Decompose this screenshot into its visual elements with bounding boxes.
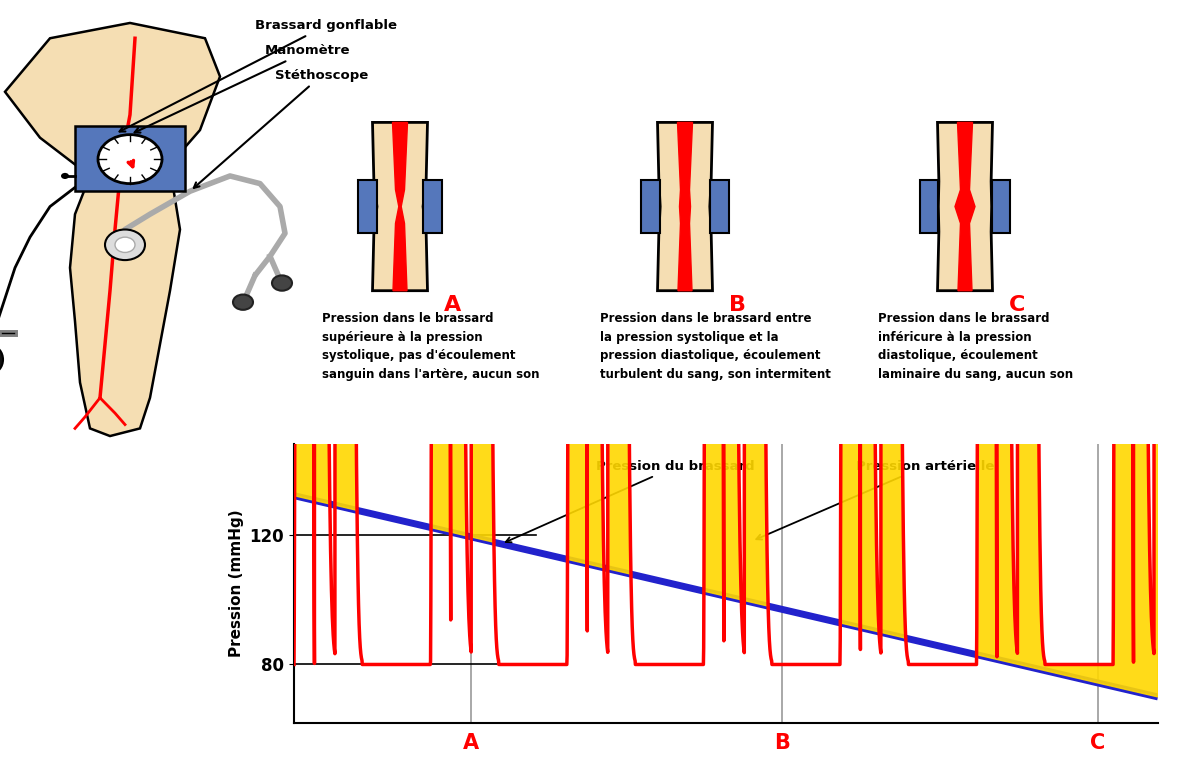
Text: A: A — [444, 295, 461, 314]
Circle shape — [106, 230, 145, 260]
Ellipse shape — [0, 346, 2, 373]
Text: Brassard gonflable: Brassard gonflable — [120, 19, 397, 132]
Circle shape — [98, 135, 162, 184]
Y-axis label: Pression (mmHg): Pression (mmHg) — [229, 509, 244, 657]
Bar — [358, 180, 377, 233]
Circle shape — [233, 295, 253, 310]
Polygon shape — [392, 122, 408, 291]
Text: B: B — [730, 295, 746, 314]
Bar — [74, 126, 185, 191]
Bar — [641, 180, 660, 233]
Bar — [424, 180, 442, 233]
Text: Pression artérielle: Pression artérielle — [756, 460, 994, 539]
Polygon shape — [937, 122, 992, 291]
Text: Stéthoscope: Stéthoscope — [194, 69, 368, 188]
Text: Pression dans le brassard
inféricure à la pression
diastolique, écoulement
lamin: Pression dans le brassard inféricure à l… — [878, 312, 1073, 381]
Polygon shape — [678, 122, 692, 291]
Text: C: C — [1009, 295, 1025, 314]
Bar — [710, 180, 728, 233]
Circle shape — [272, 275, 292, 291]
Bar — [991, 180, 1010, 233]
Circle shape — [61, 173, 70, 179]
Circle shape — [115, 237, 134, 252]
Polygon shape — [955, 122, 974, 291]
Text: A: A — [463, 733, 479, 753]
Text: Pression dans le brassard entre
la pression systolique et la
pression diastoliqu: Pression dans le brassard entre la press… — [600, 312, 830, 381]
Text: C: C — [1090, 733, 1105, 753]
Text: Manomètre: Manomètre — [134, 44, 350, 132]
Polygon shape — [658, 122, 713, 291]
Text: B: B — [774, 733, 790, 753]
Bar — [919, 180, 938, 233]
Text: Pression dans le brassard
supérieure à la pression
systolique, pas d'écoulement
: Pression dans le brassard supérieure à l… — [322, 312, 540, 381]
Polygon shape — [372, 122, 427, 291]
Polygon shape — [5, 23, 220, 176]
Polygon shape — [70, 168, 180, 436]
Text: Pression du brassard: Pression du brassard — [505, 460, 755, 542]
